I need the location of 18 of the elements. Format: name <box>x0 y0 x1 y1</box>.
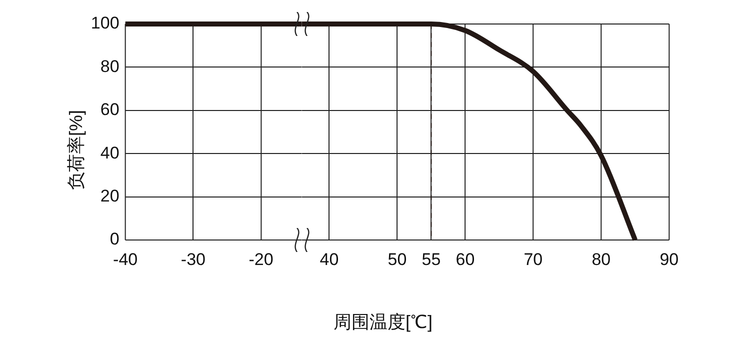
x-tick-label: -30 <box>180 250 206 269</box>
x-tick-label: 40 <box>320 250 338 269</box>
y-tick-label: 60 <box>100 100 120 120</box>
y-axis-title: 负荷率[%] <box>65 110 87 190</box>
x-tick-label: 90 <box>660 250 678 269</box>
x-axis-title: 周围温度[℃] <box>333 311 433 334</box>
y-tick-label: 80 <box>100 56 120 76</box>
y-tick-label: 20 <box>100 186 120 206</box>
x-tick-label: 60 <box>456 250 474 269</box>
y-tick-label: 40 <box>100 143 120 162</box>
x-tick-label: 55 <box>422 250 440 269</box>
x-tick-label: 80 <box>592 250 610 269</box>
x-tick-label: 50 <box>388 250 406 269</box>
y-tick-label: 0 <box>110 230 120 249</box>
x-tick-label: 70 <box>524 250 542 269</box>
x-tick-label: -40 <box>113 250 138 269</box>
y-tick-label: 100 <box>90 14 120 33</box>
x-tick-label: -20 <box>248 250 274 269</box>
